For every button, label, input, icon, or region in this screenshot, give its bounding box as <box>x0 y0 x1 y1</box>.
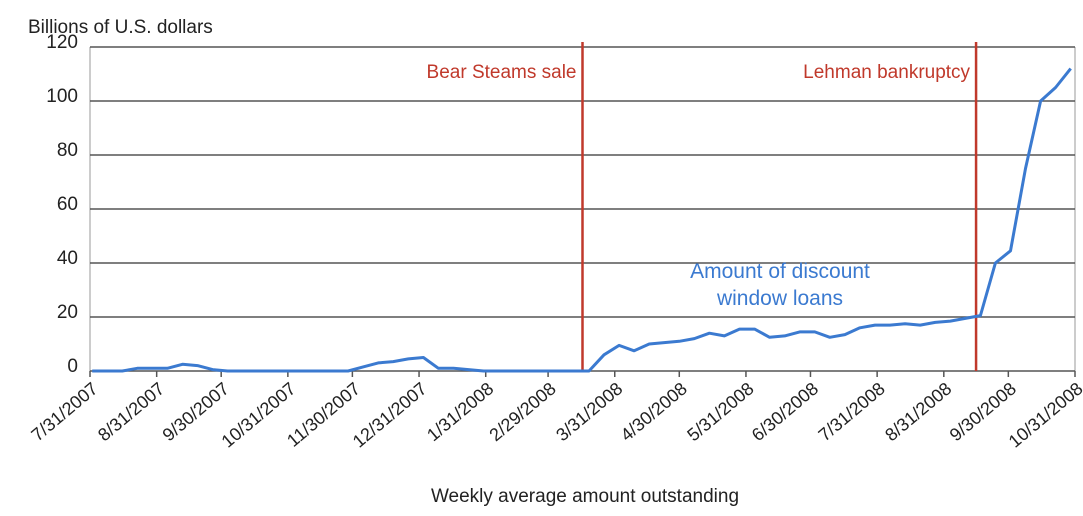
x-tick-label: 1/31/2008 <box>423 378 497 445</box>
y-tick-label: 100 <box>46 86 78 107</box>
x-tick-label: 7/31/2008 <box>815 378 889 445</box>
x-tick-label: 6/30/2008 <box>748 378 822 445</box>
y-tick-label: 40 <box>57 248 78 269</box>
x-tick-label: 8/31/2008 <box>881 378 955 445</box>
x-tick-label: 12/31/2007 <box>349 378 431 451</box>
x-tick-label: 4/30/2008 <box>617 378 691 445</box>
x-tick-label: 8/31/2007 <box>94 378 168 445</box>
chart-title: Billions of U.S. dollars <box>28 17 213 38</box>
event-label: Lehman bankruptcy <box>803 62 970 83</box>
x-tick-label: 2/29/2008 <box>486 378 560 445</box>
y-tick-label: 0 <box>67 356 78 377</box>
series-label: Amount of discount window loans <box>690 260 870 310</box>
series-line <box>92 67 1072 373</box>
x-tick-label: 7/31/2007 <box>27 378 101 445</box>
x-tick-label: 3/31/2008 <box>552 378 626 445</box>
x-tick-label: 5/31/2008 <box>683 378 757 445</box>
y-tick-label: 20 <box>57 302 78 323</box>
y-tick-label: 120 <box>46 32 78 53</box>
x-tick-label: 10/31/2008 <box>1005 378 1083 451</box>
y-tick-label: 60 <box>57 194 78 215</box>
event-label: Bear Steams sale <box>427 62 577 83</box>
y-tick-label: 80 <box>57 140 78 161</box>
x-axis-title: Weekly average amount outstanding <box>431 486 739 507</box>
